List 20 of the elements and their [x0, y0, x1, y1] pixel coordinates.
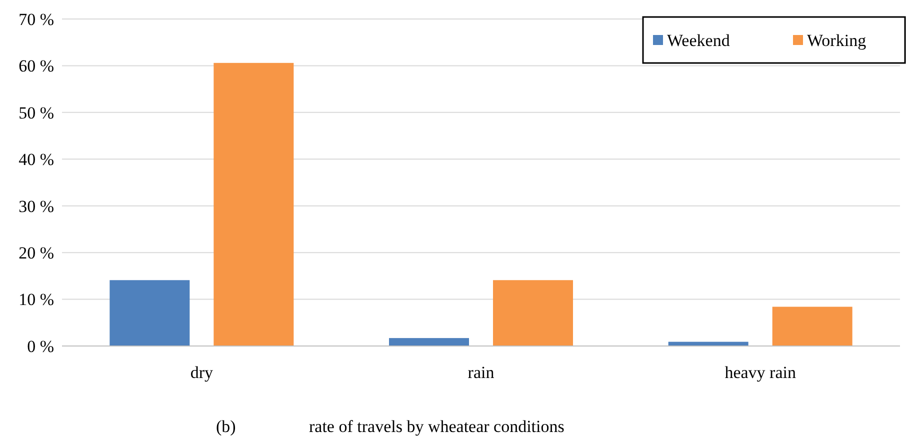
x-tick-label: rain: [468, 363, 495, 382]
y-tick-label: 50 %: [18, 103, 54, 122]
legend-label: Weekend: [667, 30, 730, 50]
bar: [493, 280, 573, 346]
y-tick-label: 70 %: [18, 10, 54, 29]
y-tick-label: 20 %: [18, 244, 54, 263]
y-tick-label: 0 %: [27, 336, 54, 356]
y-tick-label: 30 %: [18, 196, 54, 216]
x-tick-label: dry: [190, 363, 214, 382]
y-tick-label: 10 %: [18, 290, 54, 310]
y-tick-label: 40 %: [18, 150, 54, 170]
bar: [110, 280, 190, 346]
legend-label: Working: [807, 30, 867, 50]
text: rate of travels by wheatear conditions: [309, 417, 564, 436]
bar: [389, 338, 469, 346]
x-tick-label: heavy rain: [724, 363, 796, 382]
bar: [772, 306, 852, 346]
y-tick-label: 60 %: [18, 56, 54, 76]
text: (b): [216, 417, 236, 436]
bar: [214, 62, 294, 346]
